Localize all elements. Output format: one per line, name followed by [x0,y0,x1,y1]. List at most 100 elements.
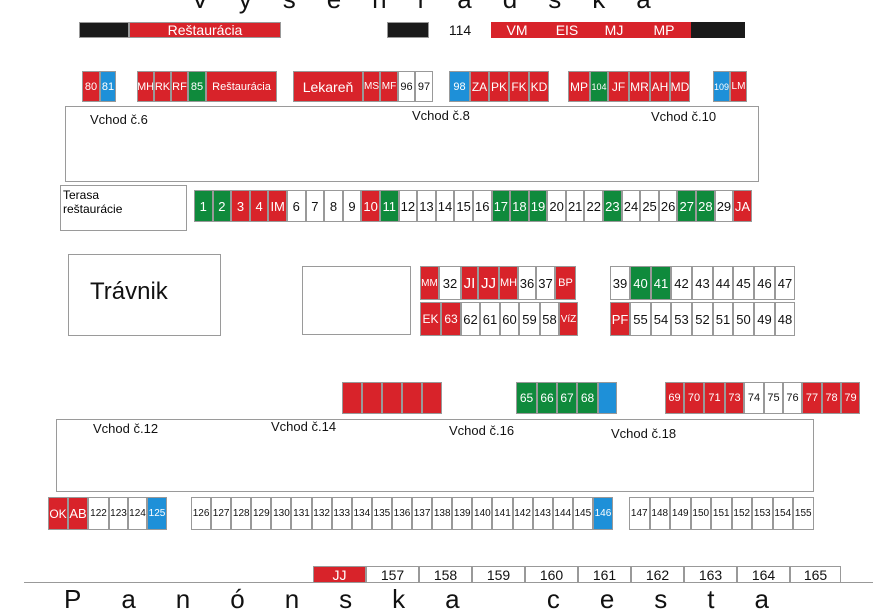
stall-mr[interactable]: MR [629,71,650,102]
stall-pk[interactable]: PK [489,71,509,102]
stall-78[interactable]: 78 [822,382,841,414]
stall-rf[interactable]: RF [171,71,188,102]
stall-138[interactable]: 138 [432,497,453,530]
stall-128[interactable]: 128 [231,497,252,530]
stall-2[interactable]: 2 [212,190,232,222]
stall-za[interactable]: ZA [470,71,489,102]
stall-4[interactable]: 4 [249,190,269,222]
stall-67[interactable]: 67 [557,382,577,414]
stall-139[interactable]: 139 [452,497,473,530]
stall-147[interactable]: 147 [629,497,650,530]
stall-162[interactable]: 162 [631,566,684,583]
stall-lekare[interactable]: Lekareň [293,71,363,102]
stall-126[interactable]: 126 [191,497,212,530]
stall-7[interactable]: 7 [305,190,325,222]
stall-59[interactable]: 59 [519,302,540,336]
stall-55[interactable]: 55 [630,302,651,336]
stall-empty[interactable] [362,382,382,414]
stall-25[interactable]: 25 [640,190,659,222]
stall-114[interactable]: 114 [429,22,491,38]
stall-61[interactable]: 61 [480,302,500,336]
stall-12[interactable]: 12 [398,190,418,222]
stall-52[interactable]: 52 [692,302,713,336]
stall-jf[interactable]: JF [608,71,629,102]
stall-empty[interactable] [598,382,617,414]
stall-62[interactable]: 62 [461,302,480,336]
stall-80[interactable]: 80 [82,71,100,102]
stall-140[interactable]: 140 [472,497,493,530]
stall-77[interactable]: 77 [802,382,822,414]
stall-49[interactable]: 49 [754,302,775,336]
stall-104[interactable]: 104 [590,71,608,102]
stall-16[interactable]: 16 [472,190,492,222]
stall-43[interactable]: 43 [692,266,713,300]
stall-ms[interactable]: MS [363,71,380,102]
stall-58[interactable]: 58 [540,302,559,336]
stall-mp[interactable]: MP [637,22,691,38]
stall-143[interactable]: 143 [532,497,553,530]
stall-137[interactable]: 137 [412,497,433,530]
stall-ji[interactable]: JI [461,266,478,300]
stall-109[interactable]: 109 [713,71,730,102]
stall-8[interactable]: 8 [324,190,343,222]
stall-159[interactable]: 159 [472,566,525,583]
stall-20[interactable]: 20 [547,190,566,222]
stall-11[interactable]: 11 [379,190,399,222]
stall-134[interactable]: 134 [351,497,372,530]
stall-fk[interactable]: FK [509,71,529,102]
stall-bp[interactable]: BP [555,266,576,300]
stall-74[interactable]: 74 [744,382,764,414]
stall-48[interactable]: 48 [775,302,795,336]
stall-125[interactable]: 125 [147,497,167,530]
stall-127[interactable]: 127 [211,497,232,530]
stall-15[interactable]: 15 [454,190,473,222]
stall-131[interactable]: 131 [291,497,312,530]
stall-136[interactable]: 136 [391,497,413,530]
stall-133[interactable]: 133 [331,497,352,530]
stall-empty[interactable] [342,382,362,414]
stall-empty[interactable] [382,382,402,414]
stall-vm[interactable]: VM [491,22,543,38]
stall-10[interactable]: 10 [361,190,380,222]
stall-mh[interactable]: MH [499,266,518,300]
stall-130[interactable]: 130 [271,497,292,530]
stall-96[interactable]: 96 [398,71,415,102]
stall-14[interactable]: 14 [435,190,455,222]
stall-36[interactable]: 36 [518,266,536,300]
stall-152[interactable]: 152 [731,497,752,530]
stall-161[interactable]: 161 [578,566,631,583]
stall-mh[interactable]: MH [137,71,154,102]
stall-39[interactable]: 39 [610,266,630,300]
stall-37[interactable]: 37 [536,266,555,300]
stall-18[interactable]: 18 [510,190,529,222]
stall-retaurcia[interactable]: Reštaurácia [206,71,277,102]
stall-42[interactable]: 42 [671,266,692,300]
stall-163[interactable]: 163 [684,566,737,583]
stall-ek[interactable]: EK [420,302,441,336]
stall-26[interactable]: 26 [658,190,678,222]
stall-13[interactable]: 13 [417,190,436,222]
stall-50[interactable]: 50 [733,302,754,336]
stall-165[interactable]: 165 [790,566,841,583]
stall-141[interactable]: 141 [492,497,513,530]
stall-lm[interactable]: LM [730,71,747,102]
stall-144[interactable]: 144 [552,497,573,530]
stall-ja[interactable]: JA [733,190,752,222]
stall-160[interactable]: 160 [525,566,578,583]
stall-148[interactable]: 148 [649,497,670,530]
stall-41[interactable]: 41 [651,266,671,300]
stall-kd[interactable]: KD [529,71,549,102]
stall-6[interactable]: 6 [286,190,306,222]
stall-empty[interactable] [422,382,442,414]
stall-im[interactable]: IM [268,190,287,222]
stall-151[interactable]: 151 [711,497,732,530]
stall-24[interactable]: 24 [621,190,641,222]
stall-3[interactable]: 3 [231,190,250,222]
stall-164[interactable]: 164 [737,566,790,583]
stall-23[interactable]: 23 [603,190,622,222]
stall-132[interactable]: 132 [311,497,332,530]
stall-129[interactable]: 129 [251,497,272,530]
stall-eis[interactable]: EIS [543,22,591,38]
stall-17[interactable]: 17 [491,190,511,222]
stall-19[interactable]: 19 [528,190,548,222]
